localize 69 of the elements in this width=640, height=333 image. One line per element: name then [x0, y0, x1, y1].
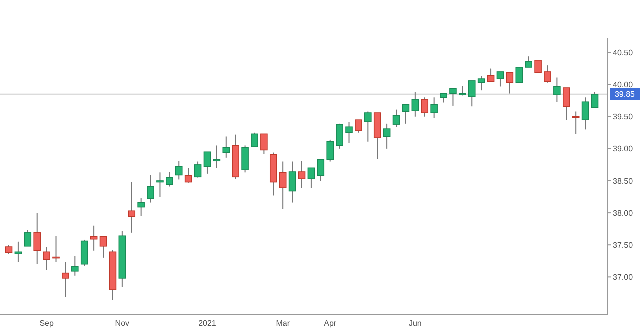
candlestick [251, 132, 258, 148]
candlestick [591, 92, 599, 108]
candlestick [156, 172, 164, 198]
ref-line-label: 39.85 [614, 90, 636, 100]
candlestick [336, 123, 344, 150]
x-tick-label: Mar [276, 319, 290, 328]
candlestick [62, 262, 70, 298]
candlestick [487, 68, 495, 82]
candlestick [450, 88, 457, 106]
y-tick-label: 37.00 [613, 272, 634, 282]
candlestick [572, 111, 580, 135]
candlestick [554, 77, 561, 103]
candlestick [24, 230, 32, 247]
candlestick [242, 145, 249, 174]
y-tick-label: 39.00 [613, 144, 634, 154]
candlestick [562, 88, 570, 121]
candlestick [34, 212, 42, 265]
candlestick [525, 56, 532, 68]
candlestick [194, 161, 202, 178]
candlestick [166, 172, 174, 188]
y-tick-label: 38.00 [613, 208, 634, 218]
x-tick-label: Apr [324, 319, 337, 328]
candlestick [544, 65, 552, 84]
candlestick [260, 134, 268, 155]
candlestick [496, 71, 504, 88]
candlestick [383, 123, 391, 150]
candlestick [184, 168, 192, 184]
candlestick [364, 111, 372, 142]
y-tick-label: 39.50 [613, 112, 634, 122]
candlestick [279, 161, 287, 210]
candlestick [412, 92, 420, 118]
candlestick [355, 120, 362, 134]
candlestick [582, 97, 590, 130]
candlestick [534, 60, 542, 74]
x-tick-label: Jun [408, 319, 422, 328]
candlestick [402, 104, 410, 124]
candlestick [204, 152, 212, 174]
candlestick [138, 198, 145, 217]
x-tick-label: Sep [40, 319, 54, 328]
candlestick [72, 256, 79, 276]
y-tick-label: 37.50 [613, 240, 634, 250]
candlestick [213, 145, 221, 169]
candlestick [175, 160, 183, 180]
candlestick [317, 159, 325, 182]
candlestick [421, 97, 429, 118]
candlestick [468, 80, 476, 108]
candlestick [430, 97, 438, 119]
candlestick [147, 174, 154, 204]
candlestick [346, 122, 353, 144]
candlestick [506, 72, 514, 94]
y-tick-label: 40.00 [613, 80, 634, 90]
candlestick [222, 136, 230, 158]
candlestick [298, 160, 306, 189]
candlestick [392, 109, 400, 128]
candlestick [52, 236, 60, 263]
candlestick [478, 76, 486, 92]
candlestick [80, 239, 88, 267]
candlestick [516, 67, 524, 84]
x-tick-label: Nov [115, 319, 130, 328]
candlestick [288, 161, 296, 204]
x-tick-label: 2021 [198, 319, 217, 328]
candlestick [43, 246, 50, 271]
y-tick-label: 40.50 [613, 48, 634, 58]
candlestick [14, 241, 22, 263]
candlestick [100, 236, 108, 258]
candlestick [308, 168, 316, 189]
candlestick [326, 139, 334, 162]
y-tick-label: 38.50 [613, 176, 634, 186]
candlestick [128, 182, 136, 234]
